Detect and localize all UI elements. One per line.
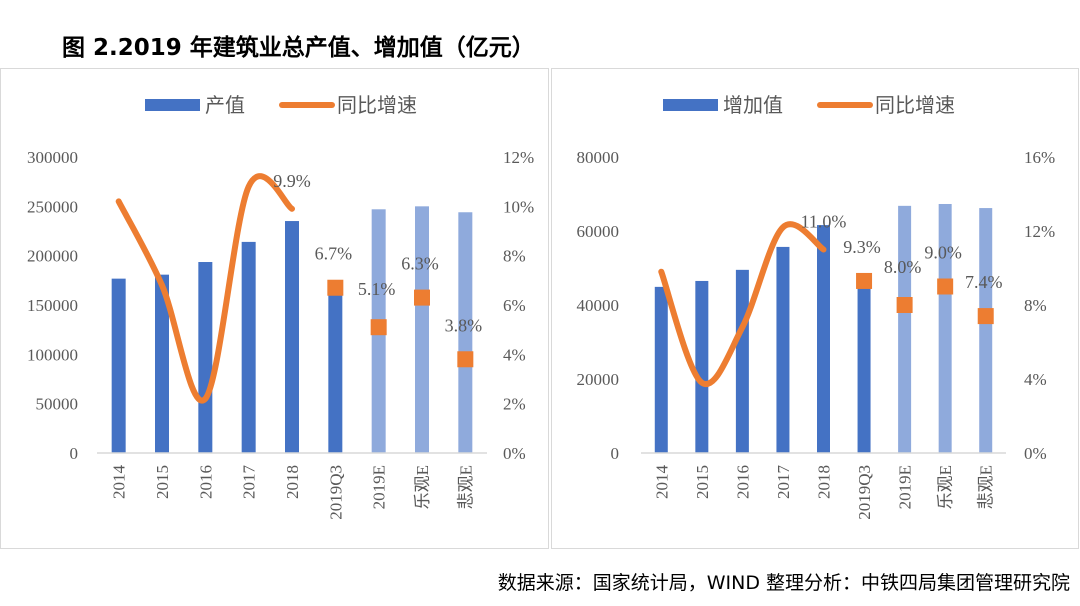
data-label: 8.0% (884, 257, 922, 277)
legend-label-line: 同比增速 (875, 93, 955, 117)
y-left-tick-label: 200000 (27, 247, 78, 266)
y-right-tick-label: 8% (503, 247, 526, 266)
y-left-tick-label: 60000 (577, 222, 620, 241)
data-label: 3.8% (445, 315, 483, 335)
y-right-tick-label: 0% (1024, 444, 1047, 463)
x-tick-label: 2019E (896, 465, 915, 509)
x-tick-label: 2015 (693, 465, 712, 499)
bar (241, 241, 256, 453)
y-right-tick-label: 4% (1024, 370, 1047, 389)
growth-marker (414, 289, 430, 306)
growth-marker (977, 308, 994, 325)
bar (654, 286, 668, 453)
growth-marker (896, 297, 913, 313)
x-tick-label: 2019E (370, 465, 389, 509)
y-left-tick-label: 150000 (27, 296, 78, 315)
bar (857, 286, 871, 453)
data-label: 9.3% (843, 237, 881, 257)
bar (111, 278, 126, 453)
y-right-tick-label: 6% (503, 296, 526, 315)
y-right-tick-label: 2% (503, 395, 526, 414)
y-left-tick-label: 80000 (577, 148, 620, 167)
bar (817, 225, 830, 453)
legend-swatch-bar (145, 99, 200, 111)
bar (155, 274, 169, 453)
x-tick-label: 悲观E (977, 465, 996, 509)
x-tick-label: 2017 (240, 465, 259, 500)
x-tick-label: 2018 (815, 465, 834, 499)
data-label: 6.3% (401, 254, 439, 274)
x-tick-label: 乐观E (413, 465, 432, 509)
y-left-tick-label: 0 (611, 444, 620, 463)
y-left-tick-label: 20000 (577, 370, 620, 389)
y-left-tick-label: 100000 (27, 345, 78, 364)
legend-label-line: 同比增速 (337, 93, 417, 117)
figure-title: 图 2.2019 年建筑业总产值、增加值（亿元） (62, 35, 535, 61)
bar (458, 212, 473, 453)
y-left-tick-label: 0 (70, 444, 79, 463)
growth-marker (457, 351, 474, 368)
x-tick-label: 2016 (733, 465, 752, 499)
growth-marker (856, 272, 873, 289)
y-left-tick-label: 40000 (577, 296, 620, 315)
y-right-tick-label: 8% (1024, 296, 1047, 315)
legend-swatch-bar (663, 99, 718, 111)
bar (695, 280, 709, 453)
bar (285, 221, 299, 453)
chart-panel-value-added (551, 68, 1079, 549)
growth-line (115, 173, 295, 404)
y-left-tick-label: 50000 (36, 395, 79, 414)
data-label: 7.4% (965, 272, 1003, 292)
y-left-tick-label: 250000 (27, 197, 78, 216)
bar (735, 269, 749, 453)
data-source: 数据来源：国家统计局，WIND 整理分析：中铁四局集团管理研究院 (497, 572, 1070, 594)
data-label: 9.9% (273, 171, 311, 191)
x-tick-label: 2014 (652, 465, 671, 500)
growth-line (658, 221, 827, 387)
x-tick-label: 2018 (283, 465, 302, 499)
x-tick-label: 2015 (153, 465, 172, 499)
y-right-tick-label: 12% (1024, 222, 1055, 241)
bar (328, 291, 343, 453)
data-label: 9.0% (924, 243, 962, 263)
bar (415, 206, 429, 453)
legend-label-bar: 产值 (205, 93, 245, 117)
x-tick-label: 2017 (774, 465, 793, 500)
bar (198, 262, 213, 453)
chart-panel-output (0, 68, 549, 549)
bar (898, 205, 912, 453)
bar (938, 203, 952, 453)
y-right-tick-label: 0% (503, 444, 526, 463)
x-tick-label: 2019Q3 (326, 465, 345, 520)
growth-marker (327, 279, 344, 296)
x-tick-label: 2014 (110, 465, 129, 500)
data-label: 11.0% (801, 212, 847, 232)
legend-label-bar: 增加值 (723, 93, 783, 117)
y-right-tick-label: 12% (503, 148, 534, 167)
x-tick-label: 乐观E (936, 465, 955, 509)
growth-marker (370, 319, 387, 336)
x-tick-label: 2019Q3 (855, 465, 874, 520)
y-right-tick-label: 4% (503, 345, 526, 364)
y-left-tick-label: 300000 (27, 148, 78, 167)
growth-marker (937, 278, 954, 295)
data-label: 5.1% (358, 279, 396, 299)
data-label: 6.7% (315, 244, 353, 264)
x-tick-label: 2016 (196, 465, 215, 499)
y-right-tick-label: 16% (1024, 148, 1055, 167)
y-right-tick-label: 10% (503, 197, 534, 216)
bar (979, 208, 993, 453)
bar (776, 246, 790, 453)
x-tick-label: 悲观E (456, 465, 475, 509)
